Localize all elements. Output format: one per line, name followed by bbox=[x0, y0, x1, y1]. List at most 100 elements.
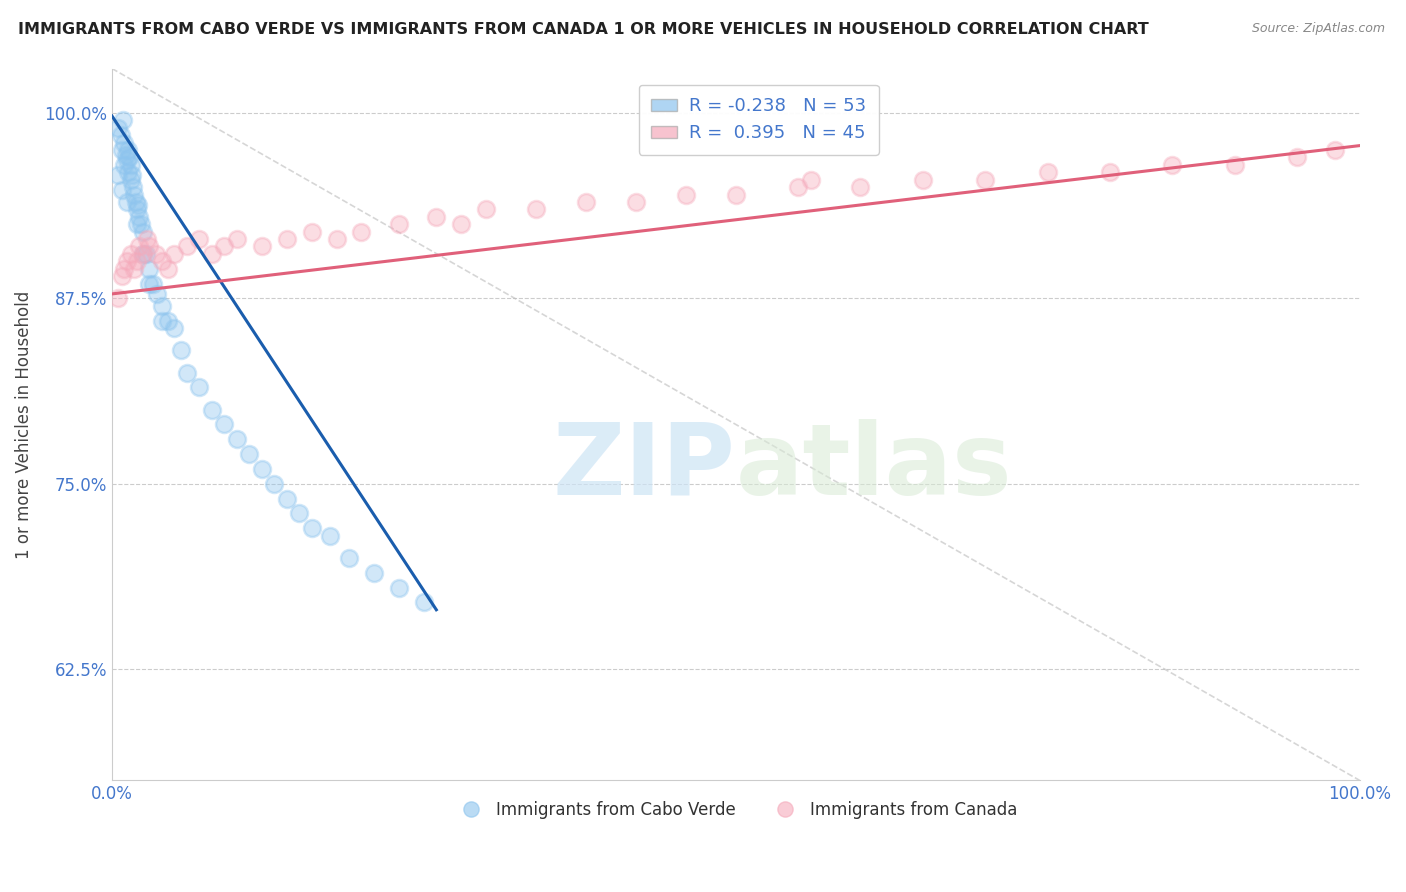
Point bbox=[127, 198, 149, 212]
Point bbox=[169, 343, 191, 358]
Point bbox=[250, 239, 273, 253]
Point bbox=[301, 521, 323, 535]
Point bbox=[225, 232, 247, 246]
Point bbox=[150, 313, 173, 327]
Point bbox=[276, 491, 298, 506]
Point bbox=[201, 247, 224, 261]
Point bbox=[475, 202, 498, 217]
Point bbox=[1098, 165, 1121, 179]
Point bbox=[107, 169, 129, 183]
Point bbox=[724, 187, 747, 202]
Point bbox=[115, 254, 138, 268]
Legend: Immigrants from Cabo Verde, Immigrants from Canada: Immigrants from Cabo Verde, Immigrants f… bbox=[447, 794, 1025, 825]
Point bbox=[124, 261, 146, 276]
Point bbox=[125, 202, 148, 217]
Point bbox=[129, 217, 152, 231]
Point bbox=[138, 277, 160, 291]
Point bbox=[128, 239, 150, 253]
Text: ZIP: ZIP bbox=[553, 418, 735, 516]
Point bbox=[250, 462, 273, 476]
Point bbox=[107, 291, 129, 305]
Point bbox=[301, 225, 323, 239]
Point bbox=[157, 313, 180, 327]
Point bbox=[125, 254, 148, 268]
Point bbox=[319, 528, 342, 542]
Point bbox=[115, 194, 138, 209]
Point bbox=[135, 247, 157, 261]
Point bbox=[125, 217, 148, 231]
Point bbox=[624, 194, 647, 209]
Point bbox=[111, 269, 134, 284]
Point bbox=[800, 172, 823, 186]
Point bbox=[524, 202, 547, 217]
Point bbox=[117, 165, 139, 179]
Y-axis label: 1 or more Vehicles in Household: 1 or more Vehicles in Household bbox=[15, 290, 32, 558]
Point bbox=[114, 136, 136, 150]
Point bbox=[157, 261, 180, 276]
Point bbox=[363, 566, 385, 580]
Point bbox=[1286, 151, 1309, 165]
Point bbox=[150, 254, 173, 268]
Point bbox=[225, 432, 247, 446]
Text: Source: ZipAtlas.com: Source: ZipAtlas.com bbox=[1251, 22, 1385, 36]
Point bbox=[325, 232, 347, 246]
Point bbox=[238, 447, 260, 461]
Point bbox=[124, 187, 146, 202]
Point bbox=[1161, 158, 1184, 172]
Point bbox=[675, 187, 697, 202]
Point bbox=[150, 299, 173, 313]
Point bbox=[107, 120, 129, 135]
Point bbox=[1323, 143, 1346, 157]
Point bbox=[176, 366, 198, 380]
Point bbox=[188, 232, 211, 246]
Point bbox=[146, 287, 169, 301]
Point bbox=[120, 247, 142, 261]
Point bbox=[145, 247, 167, 261]
Point bbox=[117, 143, 139, 157]
Point bbox=[911, 172, 934, 186]
Point bbox=[120, 172, 142, 186]
Point bbox=[450, 217, 472, 231]
Point bbox=[115, 153, 138, 168]
Point bbox=[138, 261, 160, 276]
Point bbox=[163, 247, 186, 261]
Point bbox=[118, 151, 141, 165]
Point bbox=[122, 180, 145, 194]
Point bbox=[138, 239, 160, 253]
Point bbox=[787, 180, 810, 194]
Point bbox=[201, 402, 224, 417]
Point bbox=[142, 277, 165, 291]
Point bbox=[132, 247, 155, 261]
Point bbox=[128, 210, 150, 224]
Point bbox=[111, 183, 134, 197]
Point bbox=[337, 550, 360, 565]
Point bbox=[188, 380, 211, 394]
Point bbox=[132, 225, 155, 239]
Point bbox=[974, 172, 997, 186]
Point bbox=[350, 225, 373, 239]
Point bbox=[124, 194, 146, 209]
Point bbox=[114, 158, 136, 172]
Point bbox=[110, 128, 132, 143]
Point bbox=[114, 147, 136, 161]
Point bbox=[114, 261, 136, 276]
Point bbox=[121, 169, 143, 183]
Point bbox=[120, 158, 142, 172]
Point bbox=[388, 581, 411, 595]
Point bbox=[135, 232, 157, 246]
Point bbox=[412, 595, 434, 609]
Text: IMMIGRANTS FROM CABO VERDE VS IMMIGRANTS FROM CANADA 1 OR MORE VEHICLES IN HOUSE: IMMIGRANTS FROM CABO VERDE VS IMMIGRANTS… bbox=[18, 22, 1149, 37]
Point bbox=[849, 180, 872, 194]
Point bbox=[111, 143, 134, 157]
Point bbox=[212, 239, 235, 253]
Point bbox=[425, 210, 447, 224]
Point bbox=[163, 321, 186, 335]
Point bbox=[276, 232, 298, 246]
Point bbox=[112, 113, 135, 128]
Point bbox=[575, 194, 598, 209]
Point bbox=[263, 476, 285, 491]
Point bbox=[132, 247, 155, 261]
Point bbox=[288, 507, 311, 521]
Point bbox=[176, 239, 198, 253]
Point bbox=[1223, 158, 1246, 172]
